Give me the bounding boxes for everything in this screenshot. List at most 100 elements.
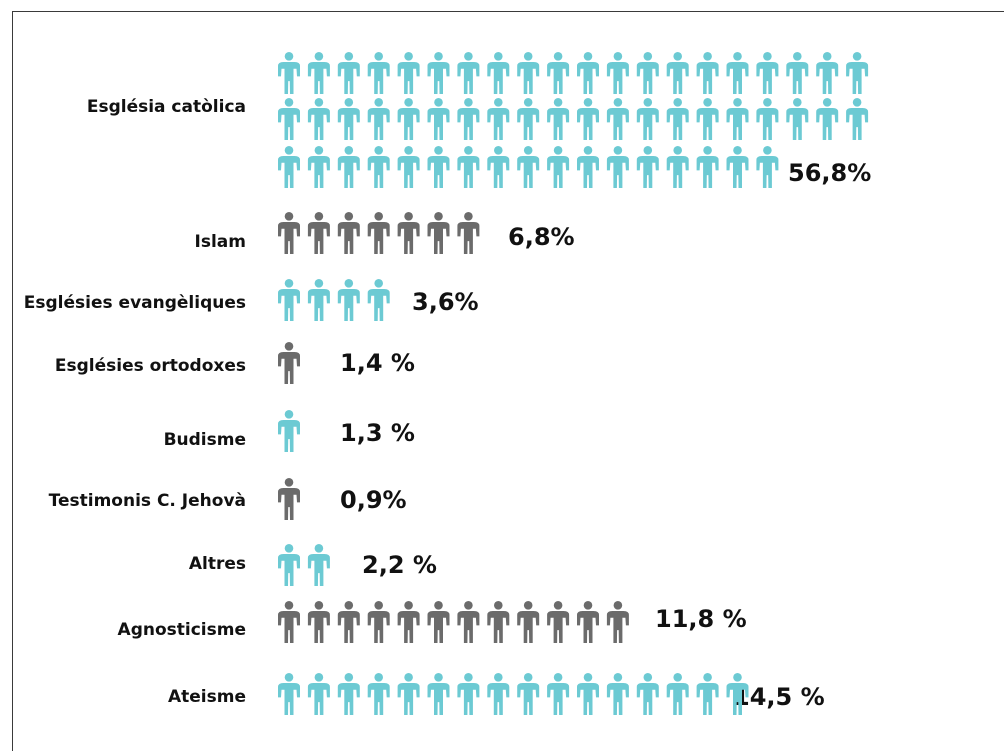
person-icon (278, 342, 300, 384)
person-icon (397, 52, 420, 94)
person-icon (517, 98, 540, 140)
person-icon (457, 52, 480, 94)
person-icon (427, 146, 450, 188)
person-icon (307, 279, 330, 321)
value-label: 6,8% (508, 223, 575, 251)
person-icon (756, 52, 779, 94)
category-label: Esglésies ortodoxes (54, 356, 246, 376)
person-icon (606, 52, 629, 94)
value-label: 2,2 % (362, 551, 437, 579)
category-label: Agnosticisme (117, 620, 246, 640)
person-icon (337, 279, 360, 321)
value-label: 1,4 % (340, 349, 415, 377)
value-label: 11,8 % (655, 605, 747, 633)
person-icon (307, 52, 330, 94)
category-label: Testimonis C. Jehovà (48, 491, 246, 511)
chart-frame (12, 11, 1004, 751)
person-icon (367, 146, 390, 188)
person-icon (696, 52, 719, 94)
person-icon (367, 98, 390, 140)
person-icon (337, 601, 360, 643)
category-label: Esglésies evangèliques (23, 293, 246, 313)
person-icon (547, 601, 570, 643)
person-icon (636, 146, 659, 188)
person-icon (756, 146, 779, 188)
person-icon (427, 673, 450, 715)
person-icon (397, 601, 420, 643)
person-icon (487, 601, 510, 643)
person-icon (367, 601, 390, 643)
person-icon (636, 98, 659, 140)
person-icon (278, 146, 300, 188)
person-icon (307, 673, 330, 715)
person-icon (337, 52, 360, 94)
value-label: 1,3 % (340, 419, 415, 447)
person-icon (278, 478, 300, 520)
person-icon (337, 98, 360, 140)
person-icon (547, 146, 570, 188)
person-icon (666, 673, 689, 715)
person-icon (816, 98, 839, 140)
person-icon (547, 98, 570, 140)
category-label: Altres (188, 554, 246, 574)
person-icon (517, 52, 540, 94)
person-icon (666, 146, 689, 188)
person-icon (278, 212, 300, 254)
value-label: 0,9% (340, 486, 407, 514)
person-icon (517, 673, 540, 715)
person-icon (487, 146, 510, 188)
person-icon (427, 601, 450, 643)
person-icon (816, 52, 839, 94)
person-icon (577, 52, 599, 94)
person-icon (337, 146, 360, 188)
person-icon (397, 212, 420, 254)
person-icon (487, 98, 510, 140)
person-icon (666, 52, 689, 94)
person-icon (457, 601, 480, 643)
person-icon (487, 673, 510, 715)
person-icon (278, 601, 300, 643)
person-icon (696, 146, 719, 188)
category-label: Església catòlica (86, 97, 246, 117)
person-icon (337, 673, 360, 715)
person-icon (307, 544, 330, 586)
person-icon (278, 279, 300, 321)
person-icon (517, 601, 540, 643)
person-icon (367, 52, 390, 94)
person-icon (577, 673, 599, 715)
category-label: Ateisme (167, 687, 246, 707)
person-icon (307, 146, 330, 188)
person-icon (367, 212, 390, 254)
person-icon (726, 673, 749, 715)
person-icon (696, 98, 719, 140)
person-icon (397, 98, 420, 140)
person-icon (457, 673, 480, 715)
person-icon (606, 673, 629, 715)
person-icon (547, 52, 570, 94)
person-icon (457, 146, 480, 188)
person-icon (636, 673, 659, 715)
person-icon (846, 98, 869, 140)
person-icon (606, 98, 629, 140)
person-icon (756, 98, 779, 140)
person-icon (367, 279, 390, 321)
person-icon (786, 52, 809, 94)
person-icon (278, 544, 300, 586)
person-icon (666, 98, 689, 140)
category-label: Islam (194, 232, 246, 252)
person-icon (457, 212, 480, 254)
person-icon (726, 52, 749, 94)
person-icon (278, 673, 300, 715)
person-icon (577, 601, 599, 643)
person-icon (397, 673, 420, 715)
person-icon (367, 673, 390, 715)
person-icon (547, 673, 570, 715)
person-icon (577, 146, 599, 188)
value-label: 56,8% (788, 159, 872, 187)
person-icon (427, 52, 450, 94)
person-icon (606, 601, 629, 643)
person-icon (696, 673, 719, 715)
person-icon (487, 52, 510, 94)
person-icon (457, 98, 480, 140)
